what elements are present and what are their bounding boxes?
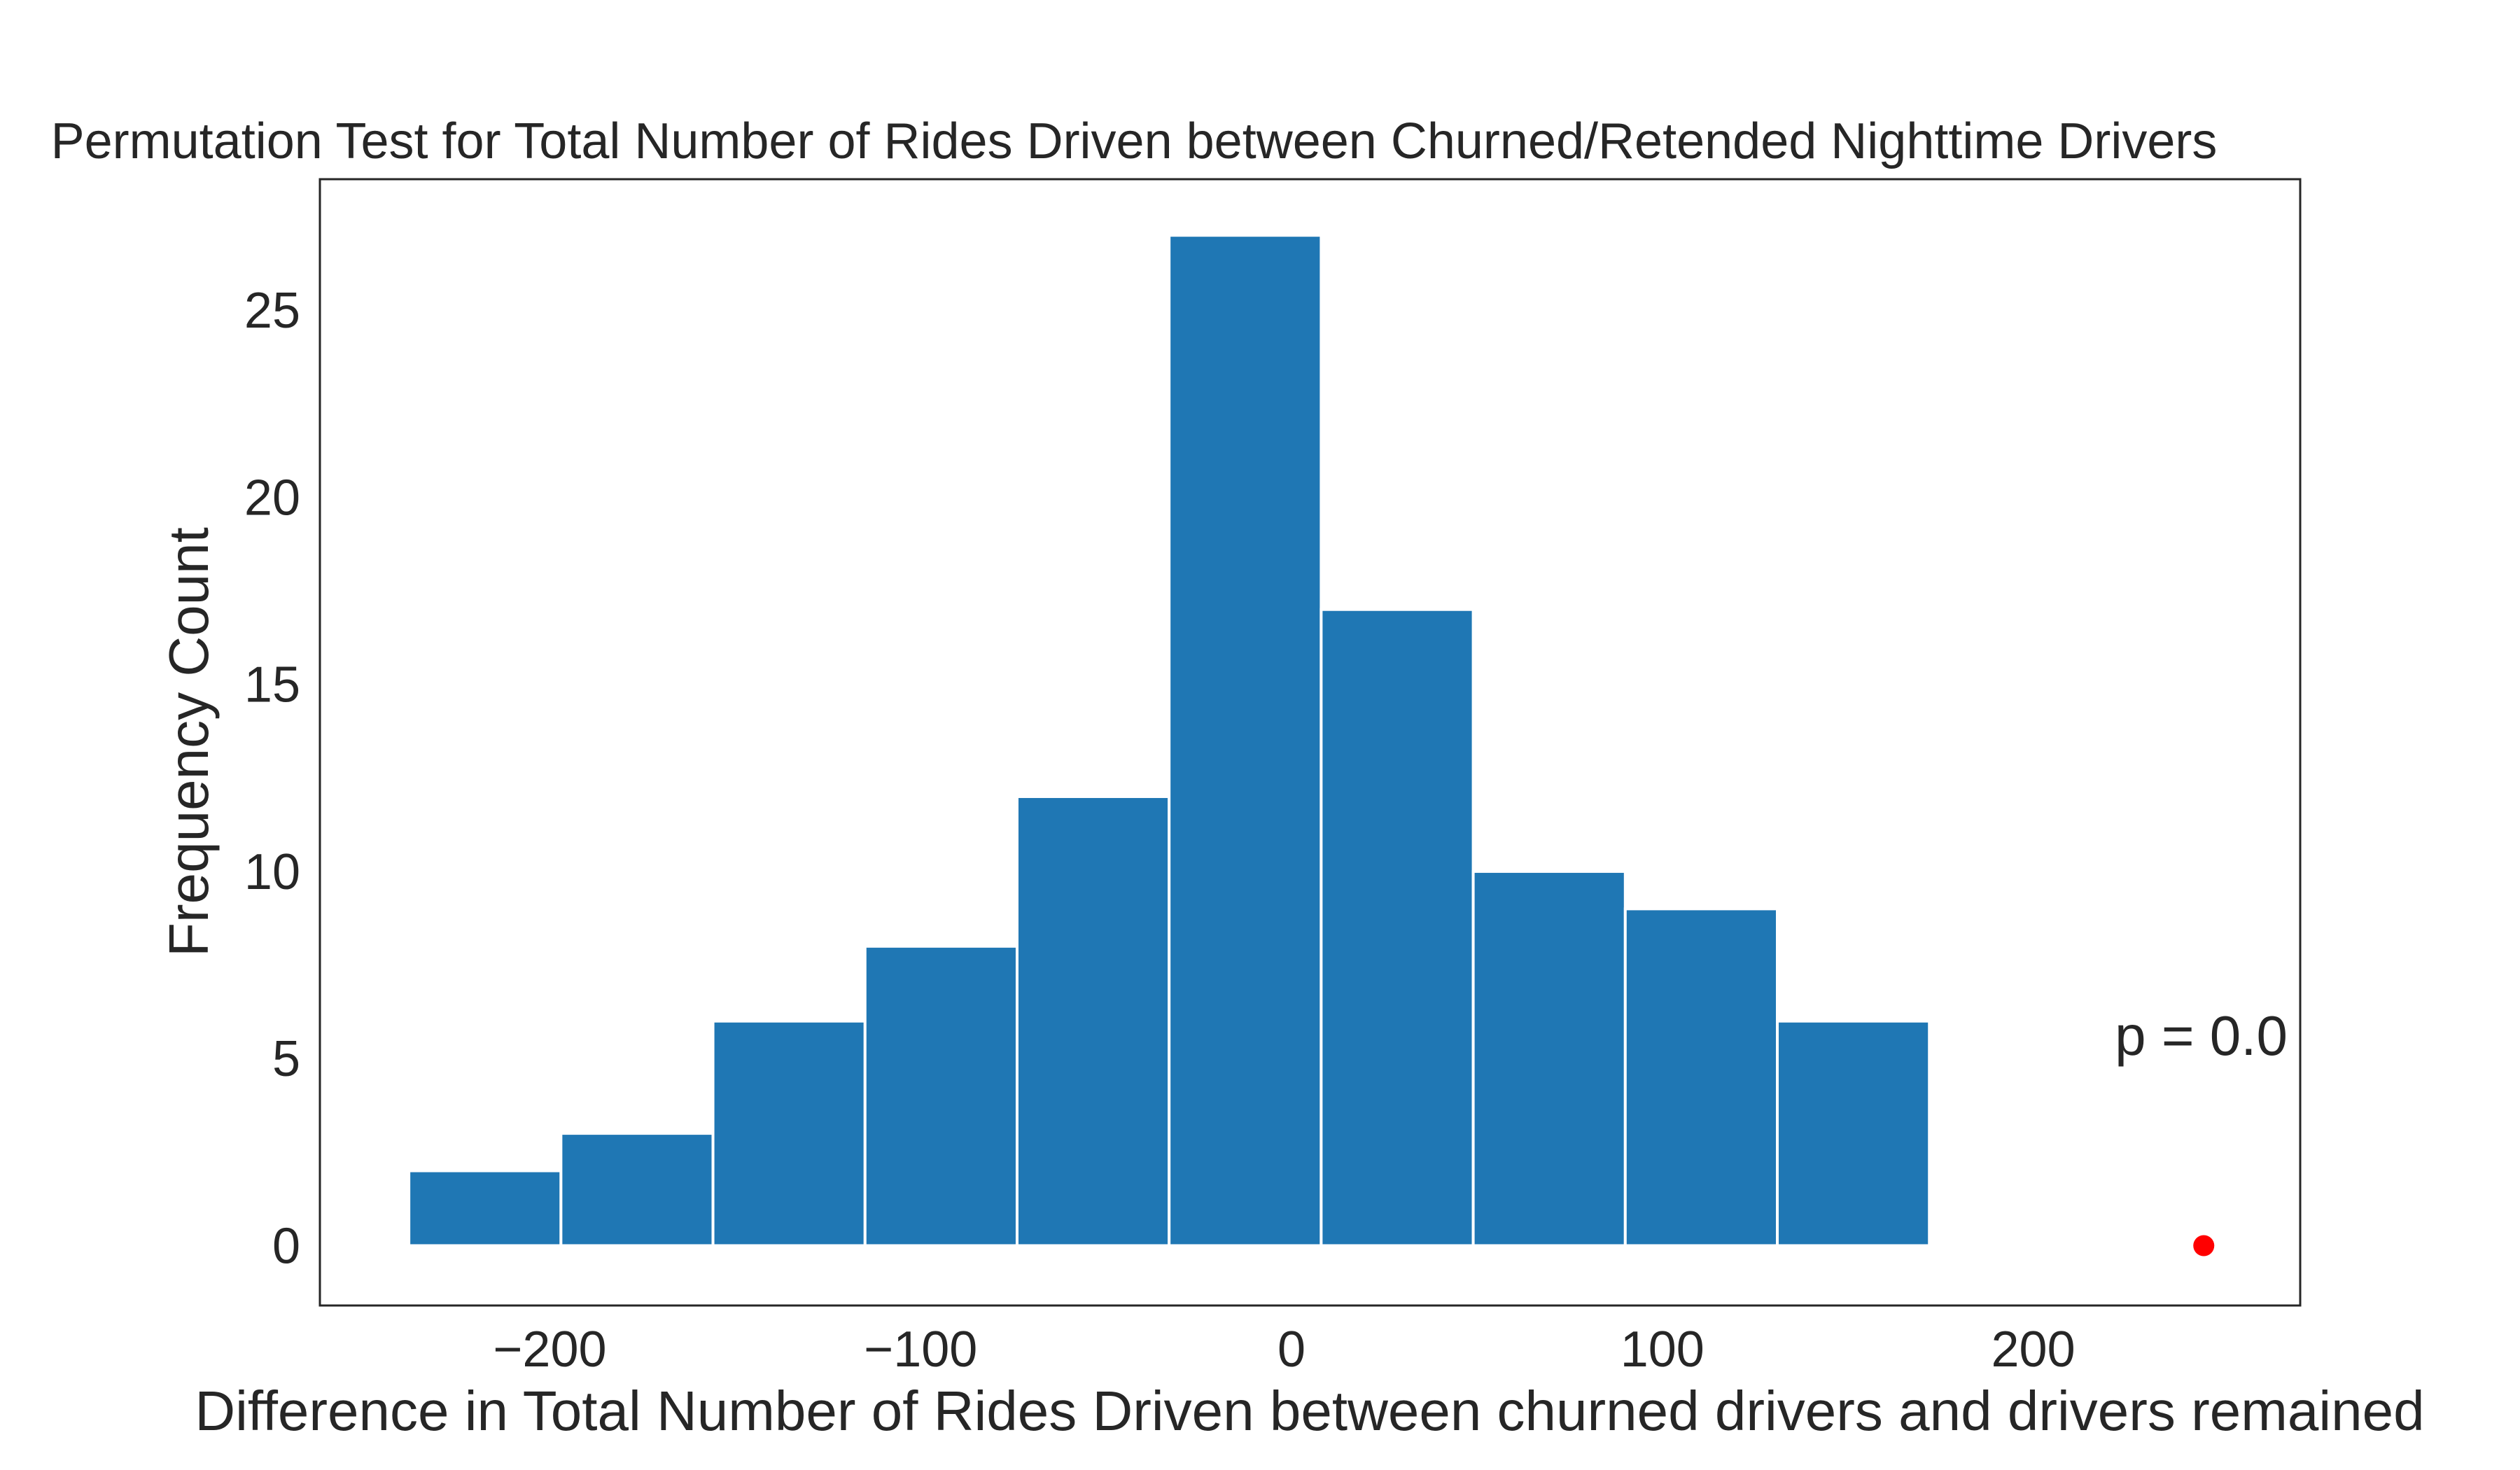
p-value-annotation: p = 0.0 xyxy=(2115,1004,2288,1067)
histogram-bar xyxy=(711,1019,867,1247)
histogram-bar xyxy=(1623,907,1779,1247)
y-tick-label: 0 xyxy=(272,1218,300,1274)
y-axis-ticks: 0 5 10 15 20 25 xyxy=(244,283,300,1274)
histogram-bar xyxy=(1776,1019,1931,1247)
x-tick-label: 0 xyxy=(1278,1322,1306,1378)
x-axis-ticks: −200 −100 0 100 200 xyxy=(493,1322,2075,1378)
histogram-bars xyxy=(407,234,1931,1247)
y-tick-label: 20 xyxy=(244,470,300,526)
x-tick-label: −100 xyxy=(864,1322,977,1378)
observed-statistic-point xyxy=(2193,1235,2215,1256)
histogram-bar xyxy=(863,944,1018,1247)
y-axis-label: Frequency Count xyxy=(158,527,220,957)
plot-frame xyxy=(318,178,2302,1307)
x-axis-label: Difference in Total Number of Rides Driv… xyxy=(195,1380,2424,1442)
histogram-bar xyxy=(407,1169,563,1247)
y-tick-label: 25 xyxy=(244,283,300,339)
x-tick-label: −200 xyxy=(493,1322,606,1378)
histogram-bar xyxy=(1168,234,1323,1247)
histogram-bar xyxy=(1471,869,1627,1247)
observed-statistic-group xyxy=(2193,1235,2215,1256)
chart-title: Permutation Test for Total Number of Rid… xyxy=(51,113,2218,169)
y-tick-label: 15 xyxy=(244,657,300,713)
y-tick-label: 10 xyxy=(244,844,300,900)
x-tick-label: 200 xyxy=(1991,1322,2075,1378)
histogram-bar xyxy=(559,1132,715,1247)
y-tick-label: 5 xyxy=(272,1031,300,1087)
histogram-bar xyxy=(1015,795,1171,1247)
histogram-bar xyxy=(1320,608,1475,1247)
x-tick-label: 100 xyxy=(1620,1322,1704,1378)
